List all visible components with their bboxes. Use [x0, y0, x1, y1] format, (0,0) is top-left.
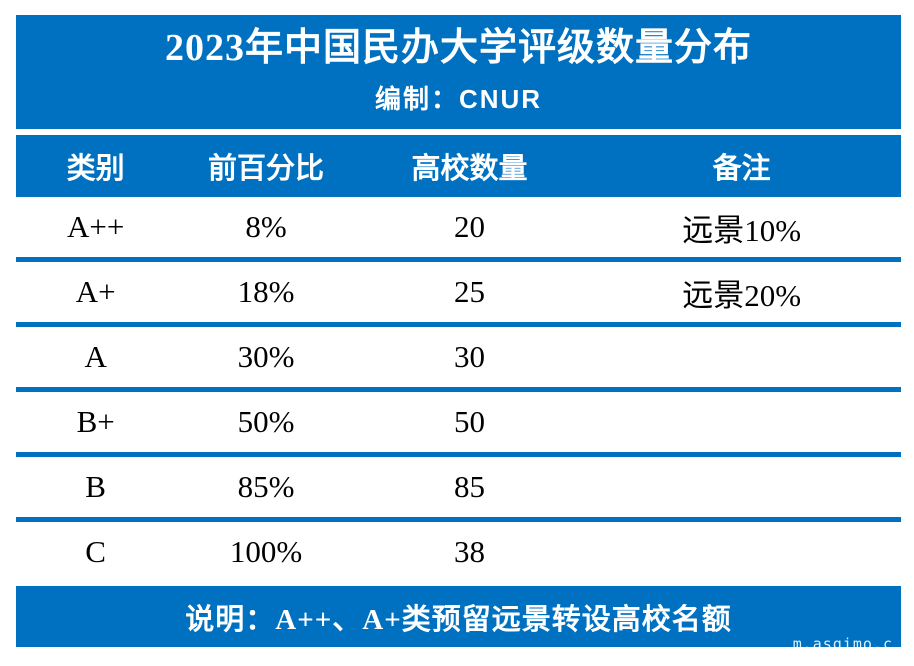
watermark: m.asqimo.c: [792, 635, 893, 647]
cell-category: B: [85, 469, 106, 504]
table-row: B 85% 85: [16, 452, 901, 517]
cell-note: 远景10%: [682, 212, 802, 248]
cell-count: 20: [454, 209, 486, 244]
cell-count: 30: [454, 339, 486, 374]
footer-note: 说明：A++、A+类预留远景转设高校名额: [185, 603, 732, 636]
column-header-category: 类别: [66, 153, 125, 185]
column-header-count: 高校数量: [411, 153, 528, 185]
cell-percent: 85%: [237, 469, 295, 504]
table-frame: 2023年中国民办大学评级数量分布 编制：CNUR 类别 前百分比 高校数量 备…: [16, 15, 901, 647]
table-body: A++ 8% 20 远景10% A+ 18% 25 远景20% A 30% 30 B+ 50% 50 B 85…: [16, 197, 901, 582]
column-header-note: 备注: [712, 153, 771, 185]
page-title: 2023年中国民办大学评级数量分布: [164, 26, 752, 69]
cell-percent: 100%: [229, 534, 303, 569]
cell-percent: 8%: [245, 209, 287, 244]
title-block: 2023年中国民办大学评级数量分布 编制：CNUR: [16, 15, 901, 129]
page-subtitle: 编制：CNUR: [374, 84, 543, 115]
cell-count: 85: [454, 469, 486, 504]
table-row: A 30% 30: [16, 322, 901, 387]
cell-percent: 18%: [237, 274, 295, 309]
table-header-row: 类别 前百分比 高校数量 备注: [16, 135, 901, 197]
footer-note-bar: 说明：A++、A+类预留远景转设高校名额 m.asqimo.c: [16, 586, 901, 647]
cell-count: 25: [454, 274, 486, 309]
cell-count: 50: [454, 404, 486, 439]
cell-category: C: [85, 534, 106, 569]
cell-note: 远景20%: [682, 277, 802, 313]
cell-category: A: [84, 339, 107, 374]
column-header-percent: 前百分比: [208, 153, 325, 185]
cell-percent: 30%: [237, 339, 295, 374]
table-row: A+ 18% 25 远景20%: [16, 257, 901, 322]
cell-count: 38: [454, 534, 486, 569]
cell-category: A+: [75, 274, 116, 309]
cell-category: A++: [66, 209, 125, 244]
cell-percent: 50%: [237, 404, 295, 439]
table-row: C 100% 38: [16, 517, 901, 582]
table-row: A++ 8% 20 远景10%: [16, 197, 901, 257]
cell-category: B+: [76, 404, 115, 439]
table-row: B+ 50% 50: [16, 387, 901, 452]
